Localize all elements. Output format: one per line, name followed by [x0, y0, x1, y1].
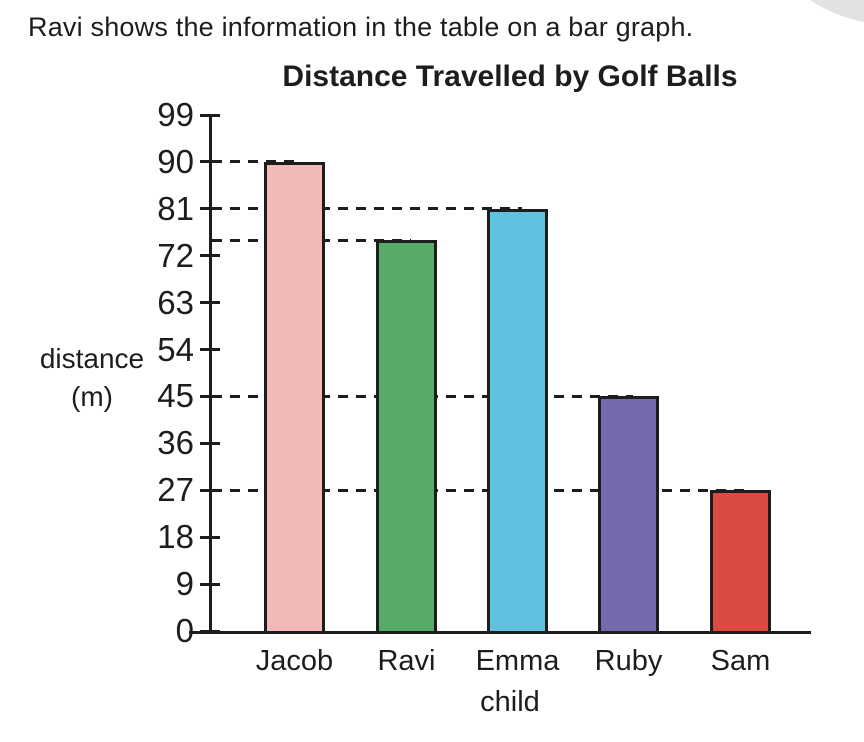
x-category-label-sam: Sam	[710, 645, 771, 677]
y-tick-72	[200, 254, 220, 258]
y-axis-line	[209, 115, 212, 632]
plot-area: 99 90 81 72 63 54 45 36 27 18 9 0 Jacob Ravi Emma Ruby S…	[157, 96, 811, 677]
x-category-label-jacob: Jacob	[255, 645, 334, 677]
bar-emma	[487, 208, 548, 632]
page-corner-decoration	[810, 0, 864, 22]
y-tick-label-18: 18	[157, 518, 194, 556]
y-tick-label-9: 9	[175, 565, 194, 603]
y-tick-81	[200, 207, 220, 211]
x-category-label-ravi: Ravi	[377, 645, 436, 677]
y-tick-36	[200, 441, 220, 445]
guide-line-emma	[212, 207, 522, 211]
y-tick-label-45: 45	[157, 377, 194, 415]
question-text: Ravi shows the information in the table …	[28, 12, 694, 42]
y-tick-label-81: 81	[157, 189, 194, 227]
x-category-label-ruby: Ruby	[594, 645, 663, 677]
y-tick-label-27: 27	[157, 471, 194, 509]
y-tick-45	[200, 394, 220, 398]
bar-sam	[710, 490, 771, 632]
y-tick-label-99: 99	[157, 96, 194, 133]
y-tick-label-72: 72	[157, 236, 194, 274]
y-tick-90	[200, 160, 220, 164]
y-tick-63	[200, 301, 220, 305]
y-tick-9	[200, 582, 220, 586]
bar-ravi	[376, 240, 437, 632]
y-tick-18	[200, 535, 220, 539]
x-axis-line	[189, 631, 811, 634]
guide-line-jacob	[212, 160, 299, 164]
bar-jacob	[264, 161, 325, 632]
y-tick-27	[200, 488, 220, 492]
y-axis-label-line1: distance	[39, 343, 145, 374]
guide-line-sam	[212, 488, 745, 492]
y-tick-label-0: 0	[175, 612, 194, 649]
y-tick-label-54: 54	[157, 330, 194, 368]
y-tick-54	[200, 348, 220, 352]
bar-ruby	[598, 396, 659, 632]
x-axis-label: child	[480, 686, 540, 718]
x-category-label-emma: Emma	[475, 645, 560, 677]
y-axis-label: distance (m)	[16, 340, 168, 416]
y-tick-label-90: 90	[157, 142, 194, 180]
y-tick-label-36: 36	[157, 424, 194, 462]
y-tick-label-63: 63	[157, 283, 194, 321]
chart-title: Distance Travelled by Golf Balls	[282, 60, 738, 93]
y-tick-99	[200, 113, 220, 117]
y-axis-label-line2: (m)	[71, 381, 113, 412]
